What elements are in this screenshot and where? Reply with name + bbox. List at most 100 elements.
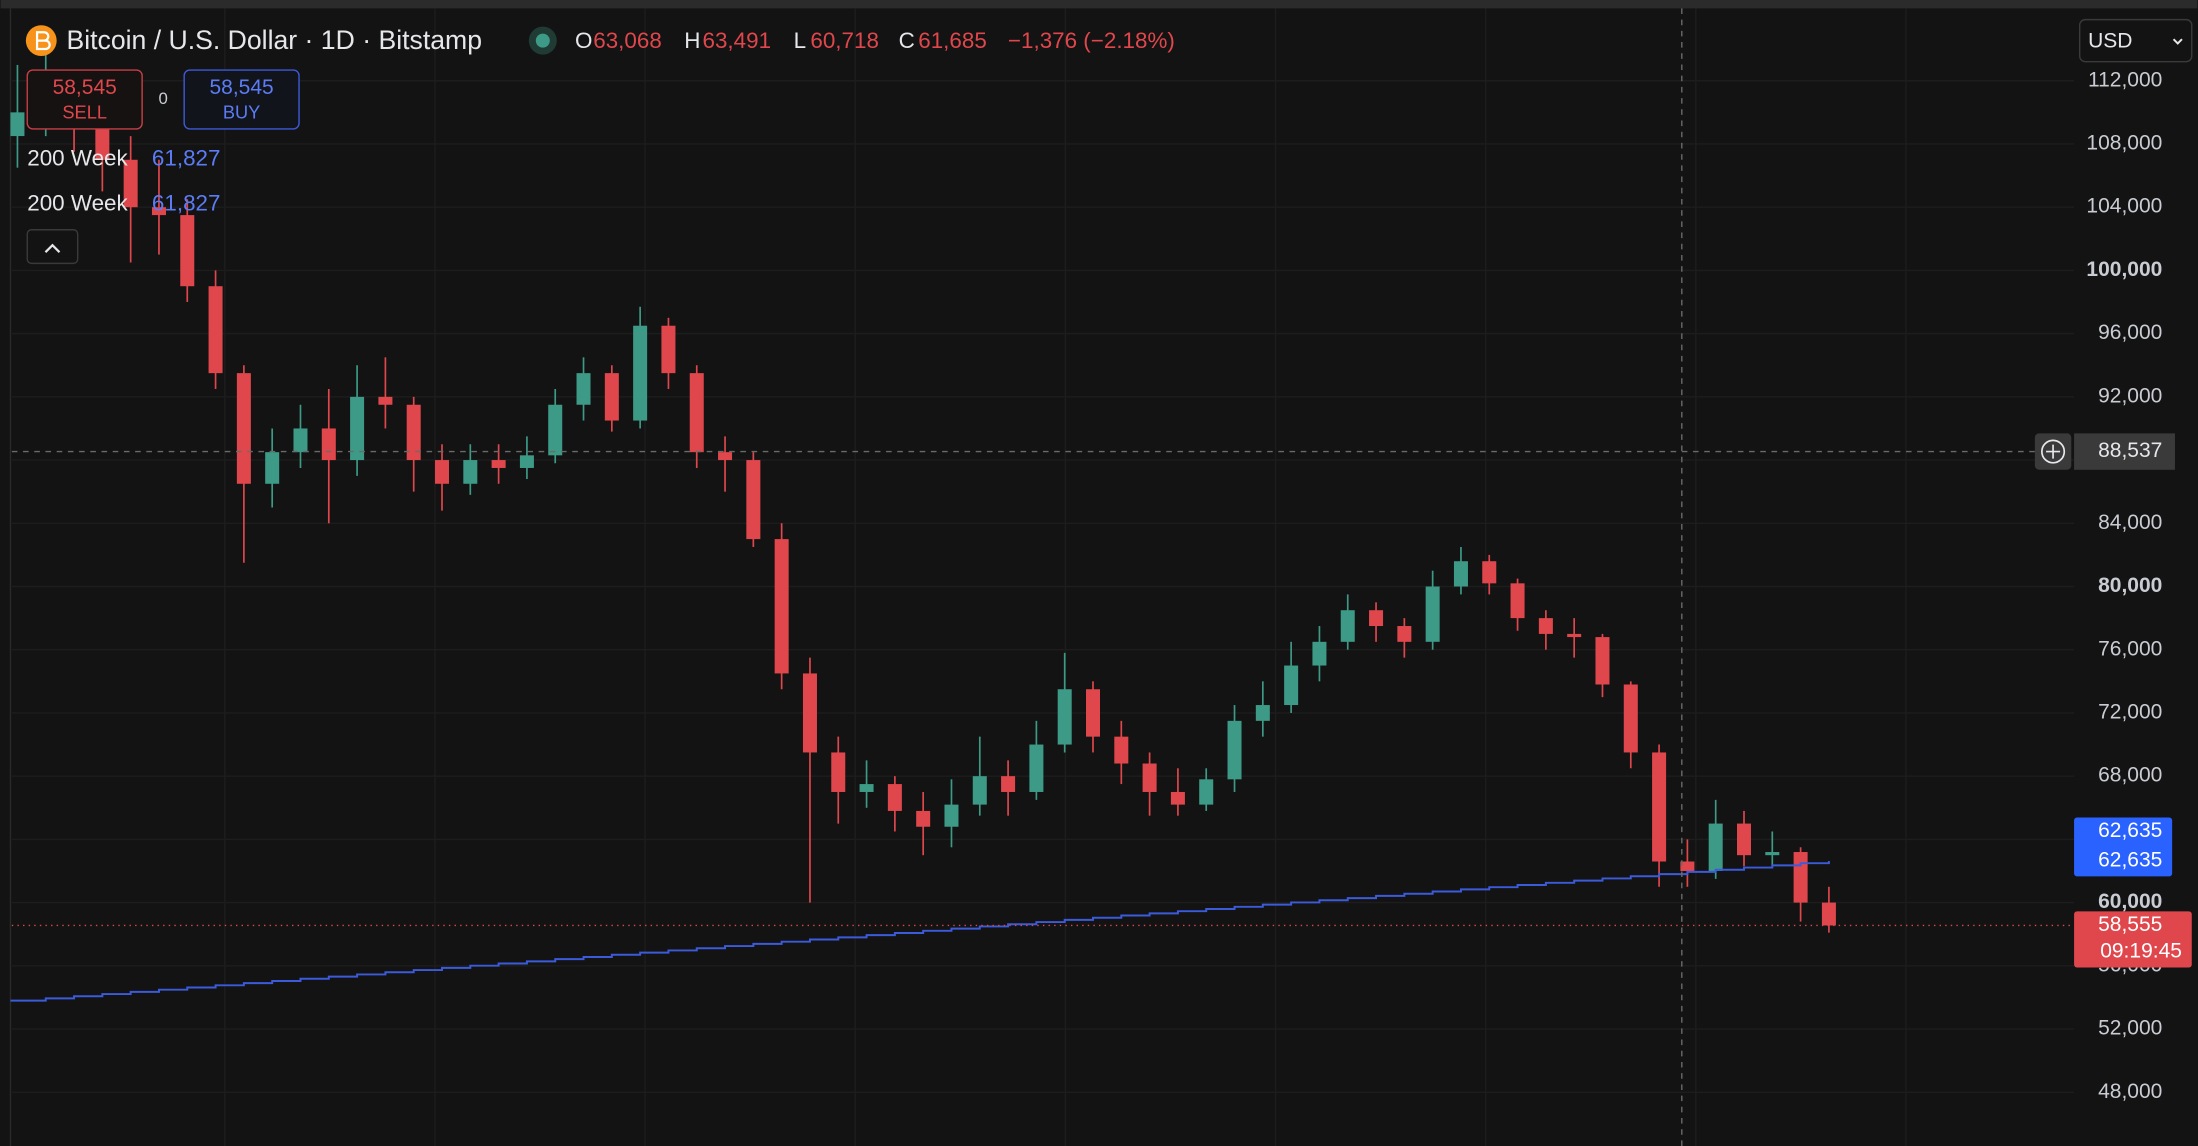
status-dot (535, 33, 550, 48)
ohlc-key: L (794, 28, 806, 53)
candle-body (802, 673, 817, 753)
candle-body (1680, 861, 1695, 871)
indicator-value: 61,827 (152, 190, 221, 215)
candle-body (972, 776, 987, 805)
candle-body (350, 396, 365, 461)
chart-title: Bitcoin / U.S. Dollar · 1D · Bitstamp (66, 25, 482, 55)
candle-body (95, 128, 110, 160)
candle-body (916, 810, 931, 827)
y-tick-label: 100,000 (2086, 258, 2162, 281)
y-tick-label: 72,000 (2098, 700, 2162, 723)
ohlc-key: C (899, 28, 915, 53)
sell-label[interactable]: SELL (62, 102, 107, 122)
crosshair-label: 88,537 (2098, 439, 2162, 462)
candle-body (1255, 705, 1270, 721)
top-bar (0, 0, 2198, 9)
indicator-value: 61,827 (152, 146, 221, 171)
y-tick-label: 60,000 (2098, 890, 2162, 913)
candle-body (718, 452, 733, 461)
y-tick-label: 108,000 (2086, 132, 2162, 155)
candle-body (1765, 852, 1780, 856)
last-price-box (2074, 911, 2192, 968)
sell-price[interactable]: 58,545 (53, 76, 117, 99)
candle-body (1567, 633, 1582, 638)
ma-line (10, 860, 1830, 1002)
ohlc-value: 60,718 (810, 28, 879, 53)
change: −1,376 (−2.18%) (1008, 28, 1175, 53)
candle-body (1312, 641, 1327, 666)
candle-body (1425, 586, 1440, 642)
candle-body (321, 428, 336, 461)
candle-body (1085, 689, 1101, 737)
candle-body (1227, 720, 1242, 780)
candle-body (576, 373, 591, 405)
candle-body (1708, 823, 1723, 871)
buy-label[interactable]: BUY (223, 102, 260, 122)
vertical-grid (224, 8, 1907, 1146)
candle-body (236, 373, 251, 484)
candle-body (633, 325, 648, 421)
y-tick-label: 92,000 (2098, 384, 2162, 407)
candle-body (1397, 626, 1412, 642)
candle-body (1001, 776, 1016, 792)
y-tick-label: 96,000 (2098, 321, 2162, 344)
y-tick-label: 104,000 (2086, 195, 2162, 218)
crosshair-add-icon (2046, 444, 2061, 459)
candle-body (1652, 752, 1667, 862)
candle-body (831, 752, 846, 792)
ohlc-key: H (684, 28, 700, 53)
candle-body (1199, 779, 1214, 805)
candle-body (435, 460, 450, 484)
y-tick-label: 48,000 (2098, 1080, 2162, 1103)
candle-body (293, 428, 308, 453)
candle-body (491, 460, 506, 468)
candle-body (406, 404, 421, 461)
candle-body (944, 804, 959, 827)
ohlc-value: 63,068 (593, 28, 662, 53)
candle-body (1623, 684, 1638, 753)
candle-body (180, 215, 195, 287)
currency[interactable]: USD (2088, 30, 2132, 53)
candle-body (378, 396, 393, 405)
buy-price[interactable]: 58,545 (209, 76, 273, 99)
crosshair-add-icon (2041, 439, 2066, 464)
candle-body (519, 455, 534, 468)
candle-body (208, 286, 223, 374)
candle-body (1340, 610, 1355, 642)
candle-body (774, 539, 789, 674)
collapse-icon[interactable] (44, 243, 61, 253)
candle-body (689, 373, 704, 453)
candle-body (1510, 583, 1525, 619)
candle-body (1736, 823, 1752, 856)
ma-label-box (2074, 817, 2173, 877)
candle-body (1369, 610, 1384, 627)
candle-body (604, 373, 619, 421)
y-tick-label: 52,000 (2098, 1017, 2162, 1040)
candle-body (548, 404, 563, 456)
candle-body (746, 460, 761, 540)
spread: 0 (158, 89, 167, 108)
ohlc-value: 61,685 (918, 28, 987, 53)
candle-body (463, 460, 478, 484)
sell-button[interactable] (26, 69, 143, 130)
candle-body (1793, 852, 1808, 903)
countdown: 09:19:45 (2100, 940, 2182, 963)
candle-body (151, 207, 166, 216)
indicator-name[interactable]: 200 Week (27, 146, 128, 171)
y-tick-label: 76,000 (2098, 637, 2162, 660)
y-tick-label: 80,000 (2098, 574, 2162, 597)
candle-body (1114, 736, 1129, 764)
indicator-name[interactable]: 200 Week (27, 190, 128, 215)
candle-body (1821, 902, 1836, 926)
candle-body (1284, 665, 1299, 706)
currency-select[interactable] (2078, 18, 2193, 63)
buy-button[interactable] (183, 69, 300, 130)
bitcoin-glyph (35, 31, 51, 51)
y-tick-label: 112,000 (2088, 68, 2162, 91)
candle-body (123, 159, 138, 208)
candle-body (265, 452, 280, 484)
dropdown-icon[interactable] (2172, 38, 2183, 45)
candle-body (1595, 637, 1610, 685)
